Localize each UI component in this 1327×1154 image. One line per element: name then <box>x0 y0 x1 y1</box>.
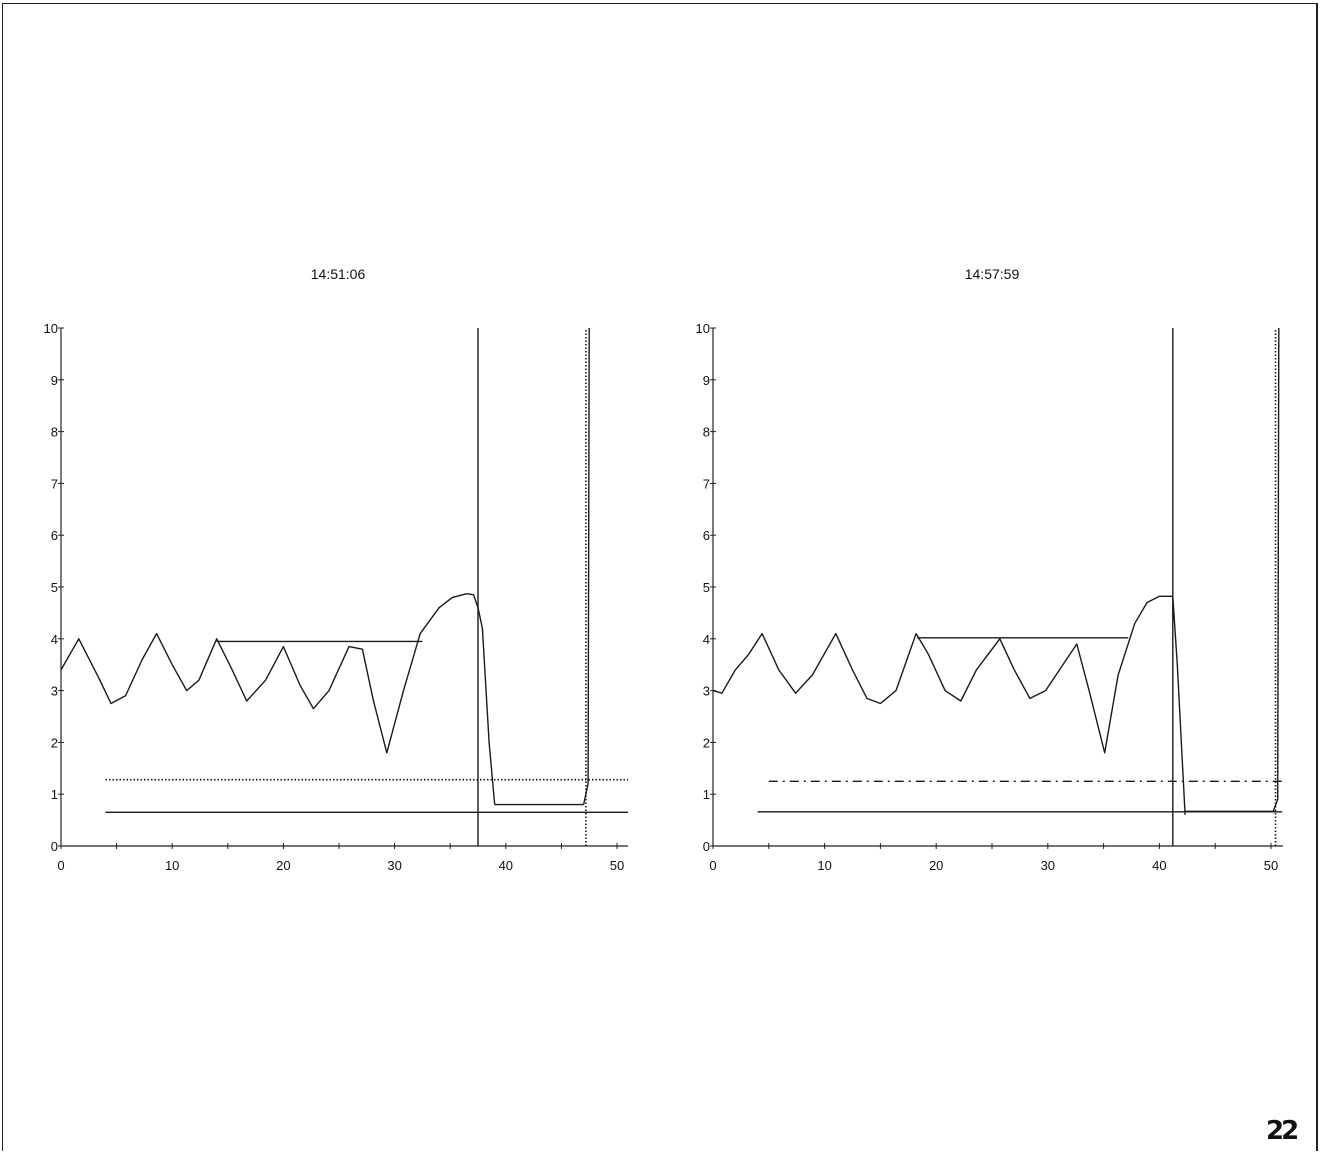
y-tick-label-2-4: 4 <box>703 632 710 647</box>
x-tick-label-2-20: 20 <box>929 858 943 873</box>
chart-title-1: 14:51:06 <box>310 266 366 282</box>
y-tick-label-1-6: 6 <box>51 528 58 543</box>
y-tick-label-2-8: 8 <box>703 425 710 440</box>
page-frame <box>2 3 1318 1151</box>
y-tick-label-1-9: 9 <box>51 373 58 388</box>
y-tick-label-1-5: 5 <box>51 580 58 595</box>
y-tick-label-2-5: 5 <box>703 580 710 595</box>
y-tick-label-1-10: 10 <box>44 321 58 336</box>
y-tick-label-2-6: 6 <box>703 528 710 543</box>
x-tick-label-1-50: 50 <box>610 858 624 873</box>
x-tick-label-1-20: 20 <box>276 858 290 873</box>
chart-title-2: 14:57:59 <box>964 266 1020 282</box>
y-tick-label-1-0: 0 <box>51 839 58 854</box>
x-tick-label-2-10: 10 <box>817 858 831 873</box>
x-tick-label-2-30: 30 <box>1041 858 1055 873</box>
y-tick-label-1-3: 3 <box>51 684 58 699</box>
series-line-1-4 <box>582 327 590 805</box>
x-tick-label-1-0: 0 <box>57 858 64 873</box>
y-tick-label-2-1: 1 <box>703 787 710 802</box>
y-tick-label-2-7: 7 <box>703 476 710 491</box>
x-tick-label-1-40: 40 <box>499 858 513 873</box>
x-tick-label-1-10: 10 <box>165 858 179 873</box>
y-tick-label-2-2: 2 <box>703 735 710 750</box>
series-line-2-1 <box>712 595 1186 815</box>
page-number-mark: 22 <box>1266 1116 1299 1146</box>
series-line-1-1 <box>60 593 496 805</box>
y-tick-label-2-10: 10 <box>696 321 710 336</box>
y-tick-label-1-2: 2 <box>51 735 58 750</box>
y-tick-label-2-9: 9 <box>703 373 710 388</box>
x-tick-label-2-40: 40 <box>1152 858 1166 873</box>
y-tick-label-1-1: 1 <box>51 787 58 802</box>
y-tick-label-1-7: 7 <box>51 476 58 491</box>
y-tick-label-1-8: 8 <box>51 425 58 440</box>
x-tick-label-2-0: 0 <box>709 858 716 873</box>
y-tick-label-1-4: 4 <box>51 632 58 647</box>
x-tick-label-2-50: 50 <box>1264 858 1278 873</box>
y-tick-label-2-0: 0 <box>703 839 710 854</box>
x-tick-label-1-30: 30 <box>387 858 401 873</box>
y-tick-label-2-3: 3 <box>703 684 710 699</box>
